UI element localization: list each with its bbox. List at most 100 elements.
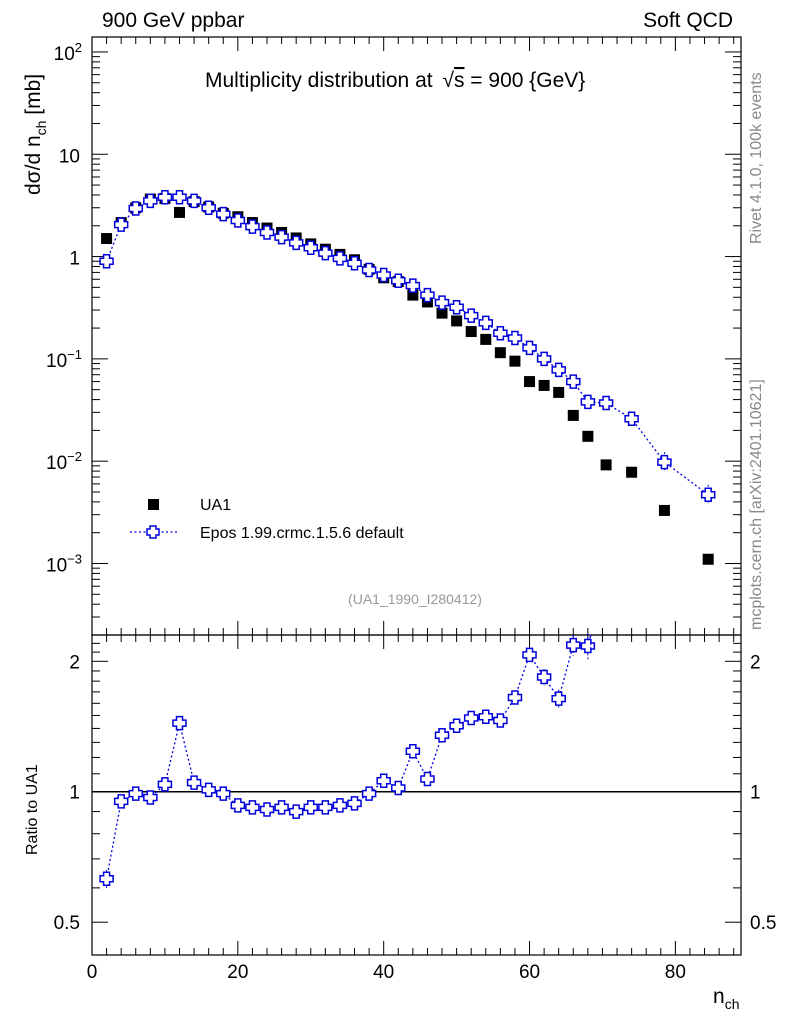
epos-point: [157, 189, 173, 205]
x-tick-label: 80: [665, 962, 686, 983]
epos-point: [657, 454, 672, 470]
data-marks: [92, 189, 741, 888]
epos-ratio-point: [434, 728, 450, 743]
header-right: Soft QCD: [643, 9, 733, 32]
header-left: 900 GeV ppbar: [102, 9, 244, 32]
epos-point: [598, 395, 614, 411]
epos-ratio-point: [463, 710, 479, 726]
y-tick-label: 10−1: [46, 347, 82, 372]
epos-point: [507, 330, 523, 346]
x-axis-label-sub: ch: [725, 996, 740, 1012]
legend-label-epos: Epos 1.99.crmc.1.5.6 default: [200, 525, 404, 542]
epos-ratio-point: [216, 786, 231, 801]
epos-ratio-point: [536, 669, 552, 685]
epos-ratio-point: [449, 718, 464, 734]
epos-point: [113, 217, 129, 232]
epos-point: [143, 193, 158, 209]
ua1-point: [538, 379, 550, 391]
ua1-point: [553, 386, 565, 398]
epos-ratio-point: [347, 796, 362, 811]
x-axis-label: nch: [713, 985, 739, 1012]
epos-ratio-point: [318, 800, 333, 815]
epos-point: [463, 308, 479, 323]
y-axis-label-unit: [mb]: [22, 74, 45, 121]
y-tick-labels-ratio: 2 1 0.5 2 1 0.5: [54, 652, 777, 934]
epos-point: [449, 299, 464, 315]
y-tick-label: 10: [59, 146, 80, 167]
ratio-tick-label-right: 2: [750, 652, 761, 673]
ua1-point: [509, 355, 521, 367]
title-suffix: = 900 {GeV}: [464, 69, 585, 92]
epos-point: [216, 206, 231, 222]
epos-point: [434, 295, 450, 310]
y-tick-labels-main: 102 10 1 10−1 10−2 10−3: [46, 40, 82, 577]
ua1-point: [451, 315, 463, 327]
ratio-plot-frame: [91, 634, 742, 956]
y-axis-label-text: dσ/d n: [22, 135, 45, 195]
x-tick-label: 60: [519, 962, 540, 983]
epos-point: [274, 229, 289, 245]
epos-point: [580, 394, 596, 410]
epos-ratio-point: [332, 798, 348, 813]
epos-point: [478, 315, 494, 331]
y-tick-label: 102: [54, 40, 82, 65]
epos-point: [391, 273, 406, 289]
ua1-point: [174, 206, 186, 218]
x-tick-labels: 0 20 40 60 80: [87, 962, 686, 983]
ua1-point: [101, 233, 113, 245]
epos-ratio-point: [230, 798, 246, 813]
epos-ratio-point: [157, 777, 173, 792]
ua1-point: [436, 307, 448, 319]
epos-point: [288, 235, 304, 251]
epos-point: [172, 189, 187, 205]
y-axis-label-ratio: Ratio to UA1: [24, 764, 41, 855]
epos-ratio-point: [128, 786, 144, 801]
epos-ratio-point: [361, 786, 377, 801]
epos-ratio-point: [143, 790, 158, 805]
side-label-rivet: Rivet 4.1.0, 100k events: [748, 72, 765, 244]
x-axis-label-text: n: [713, 985, 725, 1008]
epos-ratio-point: [113, 794, 129, 809]
epos-ratio-point: [405, 744, 421, 759]
epos-point: [405, 278, 421, 293]
ua1-point: [626, 466, 638, 478]
analysis-tag: (UA1_1990_I280412): [348, 591, 482, 607]
y-axis-label-sub: ch: [33, 121, 49, 136]
ratio-tick-label-left: 0.5: [54, 913, 80, 934]
epos-point: [201, 200, 216, 216]
x-tick-label: 20: [227, 962, 248, 983]
epos-point: [318, 245, 333, 261]
axis-ticks: [91, 37, 741, 955]
epos-ratio-point: [507, 690, 523, 705]
epos-point: [259, 225, 275, 240]
ratio-tick-label-right: 0.5: [750, 913, 776, 934]
epos-point: [522, 340, 537, 356]
epos-point: [700, 487, 716, 502]
epos-point: [245, 219, 260, 234]
epos-ratio-point: [522, 647, 537, 663]
legend: UA1 Epos 1.99.crmc.1.5.6 default: [130, 497, 404, 542]
epos-ratio-point: [186, 775, 202, 790]
epos-ratio-point: [493, 713, 508, 728]
ua1-point: [407, 289, 419, 301]
ua1-point: [702, 553, 714, 565]
epos-point: [376, 267, 391, 283]
epos-ratio-point: [172, 715, 187, 731]
ua1-point: [494, 347, 506, 359]
ratio-tick-label-left: 2: [69, 652, 80, 673]
epos-point: [303, 240, 319, 255]
epos-ratio-point: [420, 771, 435, 787]
ratio-tick-label-left: 1: [69, 783, 80, 804]
epos-ratio-point: [259, 802, 275, 817]
side-label-mcplots: mcplots.cern.ch [arXiv:2401.10621]: [748, 379, 765, 630]
epos-point: [99, 253, 114, 269]
epos-ratio-line: [105, 634, 592, 879]
epos-ratio-point: [376, 773, 391, 789]
legend-marker-ua1: [148, 499, 159, 510]
y-tick-label: 10−2: [46, 449, 82, 474]
legend-marker-epos: [146, 525, 160, 539]
x-tick-label: 40: [373, 962, 394, 983]
epos-ratio-point: [551, 691, 566, 706]
ua1-point: [658, 504, 670, 516]
epos-ratio-point: [274, 800, 289, 815]
